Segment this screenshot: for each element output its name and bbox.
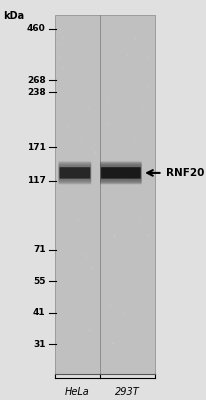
Text: RNF20: RNF20 [165, 168, 204, 178]
FancyBboxPatch shape [58, 162, 91, 184]
Text: 460: 460 [27, 24, 46, 34]
FancyBboxPatch shape [100, 163, 141, 183]
Text: 238: 238 [27, 88, 46, 96]
Text: 71: 71 [33, 245, 46, 254]
Text: 55: 55 [33, 277, 46, 286]
FancyBboxPatch shape [100, 164, 141, 182]
FancyBboxPatch shape [58, 162, 91, 184]
Text: 268: 268 [27, 76, 46, 85]
Text: 171: 171 [27, 143, 46, 152]
FancyBboxPatch shape [58, 161, 91, 184]
FancyBboxPatch shape [101, 167, 140, 179]
FancyBboxPatch shape [54, 15, 155, 374]
FancyBboxPatch shape [100, 161, 141, 184]
Text: 117: 117 [27, 176, 46, 185]
Text: kDa: kDa [3, 11, 24, 21]
FancyBboxPatch shape [59, 167, 90, 179]
FancyBboxPatch shape [100, 162, 141, 184]
Text: 41: 41 [33, 308, 46, 317]
Text: HeLa: HeLa [64, 387, 89, 397]
FancyBboxPatch shape [100, 162, 141, 184]
FancyBboxPatch shape [58, 163, 91, 183]
Text: 31: 31 [33, 340, 46, 349]
Text: 293T: 293T [115, 387, 139, 397]
FancyBboxPatch shape [58, 164, 91, 182]
FancyBboxPatch shape [100, 164, 141, 182]
